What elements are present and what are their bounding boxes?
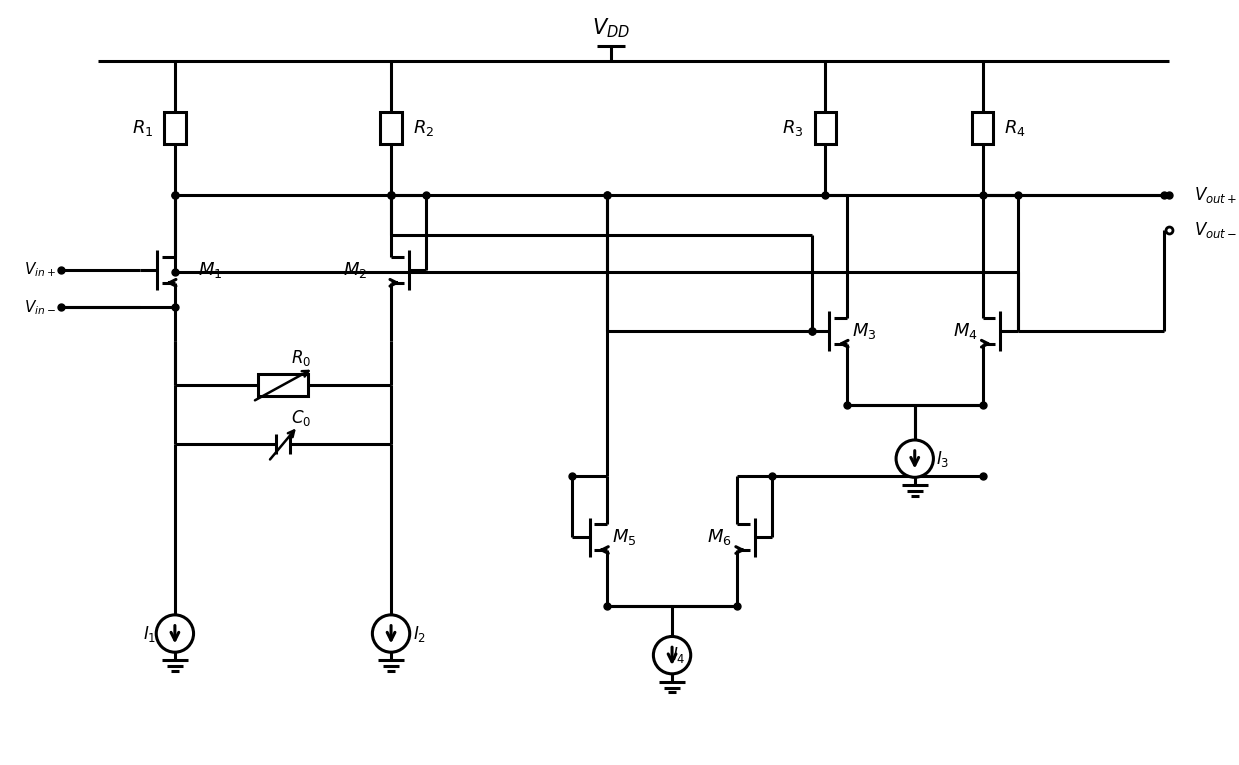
Text: $R_1$: $R_1$ <box>131 118 154 138</box>
Text: $R_0$: $R_0$ <box>291 348 311 369</box>
Bar <box>814 112 836 144</box>
Text: $I_1$: $I_1$ <box>144 623 156 643</box>
Circle shape <box>896 440 933 477</box>
Circle shape <box>156 615 193 653</box>
Circle shape <box>653 636 690 674</box>
Text: $M_3$: $M_3$ <box>852 321 876 341</box>
Bar <box>380 112 401 144</box>
Text: $I_2$: $I_2$ <box>413 623 426 643</box>
Bar <box>259 374 307 396</box>
Text: $R_2$: $R_2$ <box>413 118 434 138</box>
Text: $I_4$: $I_4$ <box>672 645 685 665</box>
Text: $V_{out+}$: $V_{out+}$ <box>1194 185 1237 205</box>
Circle shape <box>373 615 410 653</box>
Text: $V_{in-}$: $V_{in-}$ <box>24 298 56 317</box>
Text: $M_2$: $M_2$ <box>343 260 368 280</box>
Text: $V_{out-}$: $V_{out-}$ <box>1194 220 1237 239</box>
Text: $R_4$: $R_4$ <box>1004 118 1026 138</box>
Bar <box>164 112 186 144</box>
Text: $I_3$: $I_3$ <box>937 448 950 469</box>
Text: $R_3$: $R_3$ <box>782 118 804 138</box>
Text: $V_{in+}$: $V_{in+}$ <box>24 261 56 279</box>
Text: $M_6$: $M_6$ <box>707 527 732 547</box>
Text: $M_1$: $M_1$ <box>198 260 223 280</box>
Text: $M_4$: $M_4$ <box>953 321 978 341</box>
Bar <box>971 112 994 144</box>
Text: $V_{DD}$: $V_{DD}$ <box>592 17 631 40</box>
Text: $M_5$: $M_5$ <box>612 527 637 547</box>
Text: $C_0$: $C_0$ <box>291 409 311 428</box>
